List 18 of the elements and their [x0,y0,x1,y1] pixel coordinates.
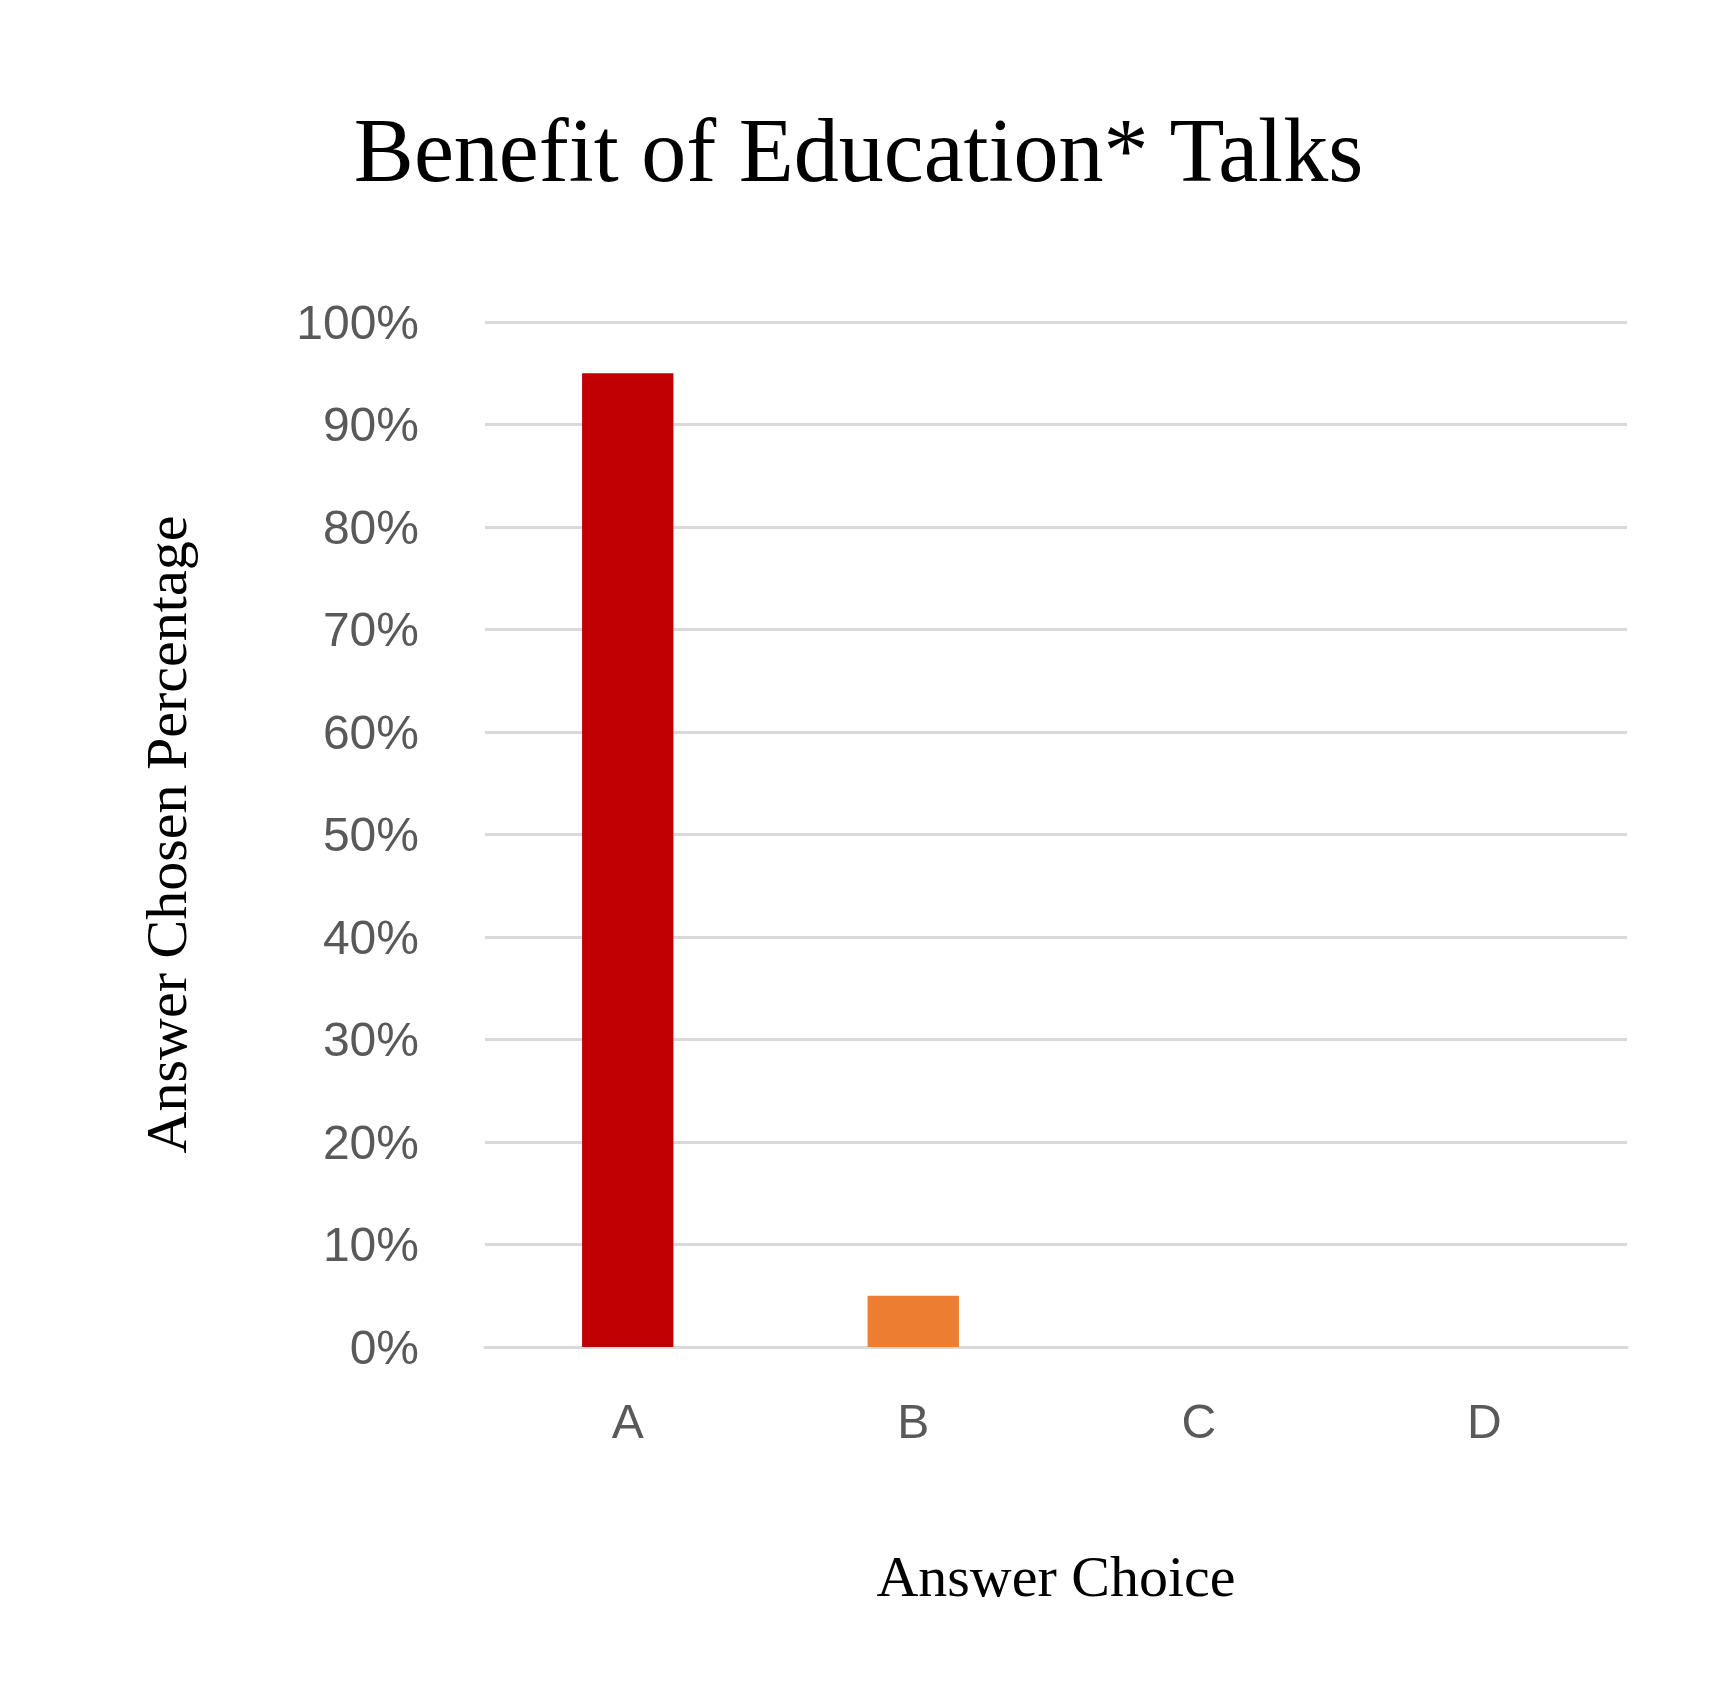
y-tick-label: 100% [296,295,419,349]
x-tick-label: C [1181,1394,1217,1448]
x-tick-label: B [897,1394,930,1448]
y-tick-label: 10% [322,1218,419,1271]
y-tick-label: 60% [322,705,419,759]
y-tick-label: 40% [322,910,419,964]
y-tick-label: 50% [322,808,419,861]
x-axis-title: Answer Choice [876,1543,1236,1609]
y-tick-label: 20% [322,1115,419,1169]
x-tick-label: D [1466,1394,1502,1448]
y-tick-label: 80% [322,500,419,554]
y-tick-label: 70% [322,603,419,656]
x-tick-label: A [611,1394,644,1448]
y-tick-label: 30% [322,1013,419,1066]
y-tick-label: 0% [349,1320,419,1374]
y-axis-title: Answer Chosen Percentage [133,515,199,1154]
chart-title: Benefit of Education* Talks [353,100,1364,200]
y-tick-label: 90% [322,398,419,451]
